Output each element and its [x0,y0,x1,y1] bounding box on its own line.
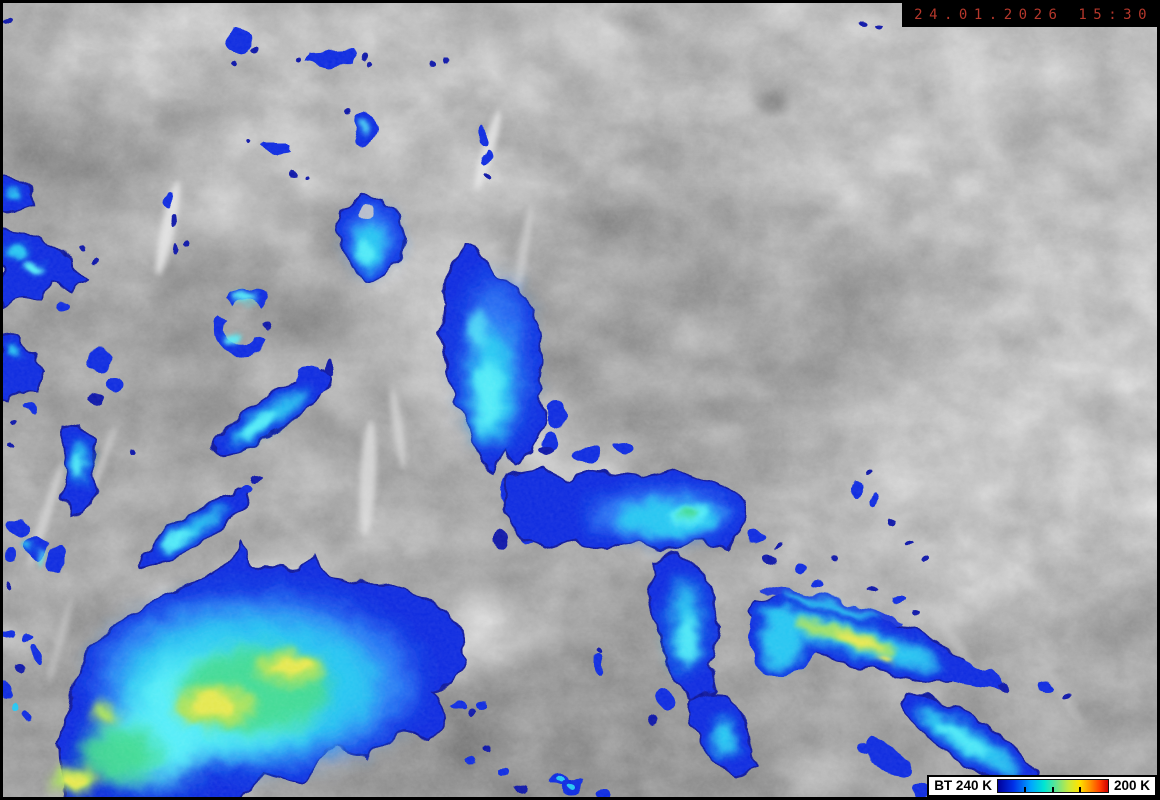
colorbar-tick [1079,787,1082,792]
timestamp-overlay: 24.01.2026 15:30 [902,3,1157,27]
timestamp-text: 24.01.2026 15:30 [914,7,1153,23]
colorbar-gradient [996,779,1109,793]
colorbar-tick [1024,787,1027,792]
colorbar-title: BT 240 K [934,778,992,794]
colorbar-tick [1051,787,1054,792]
colorbar-max-label: 200 K [1113,778,1150,794]
colorbar-legend: BT 240 K 200 K [927,775,1157,797]
